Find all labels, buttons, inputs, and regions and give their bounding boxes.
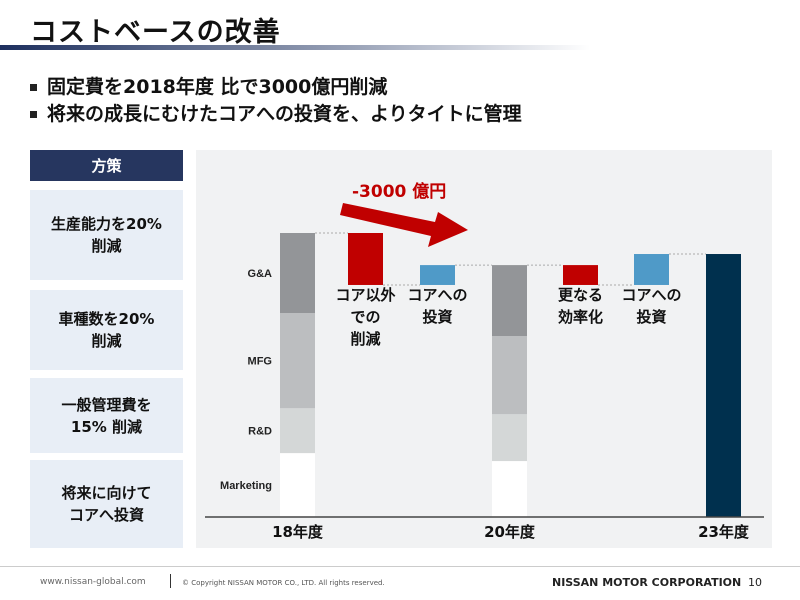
reduction-bar: [348, 233, 383, 285]
segment-label: MFG: [248, 356, 272, 368]
stack-segment-rd: [280, 408, 315, 454]
reduction-bar: [563, 265, 598, 285]
footer-copyright: © Copyright NISSAN MOTOR CO., LTD. All r…: [182, 579, 385, 587]
bullet-text: 固定費を2018年度 比で3000億円削減: [47, 76, 388, 98]
bullet-text: 将来の成長にむけたコアへの投資を、よりタイトに管理: [47, 103, 522, 125]
policy-text: 将来に向けて: [61, 484, 152, 502]
segment-label: R&D: [248, 426, 272, 438]
x-tick-label: 23年度: [698, 523, 750, 541]
policy-item: 将来に向けて コアへ投資: [30, 460, 183, 548]
policy-text: 15% 削減: [70, 417, 143, 436]
policy-item: 一般管理費を 15% 削減: [30, 378, 183, 453]
footer-divider: [0, 566, 800, 567]
stack-segment-mfg: [492, 336, 527, 415]
bar-label: 効率化: [558, 308, 603, 326]
stack-segment-marketing: [492, 461, 527, 517]
stack-segment-mfg: [280, 313, 315, 409]
bullet-square-icon: [30, 111, 37, 118]
bullet-item: 将来の成長にむけたコアへの投資を、よりタイトに管理: [30, 101, 522, 128]
bar-label: 投資: [636, 308, 666, 326]
segment-label: Marketing: [220, 480, 272, 492]
stack-segment-ga: [492, 265, 527, 337]
reduction-arrow-icon: [340, 203, 468, 247]
bar-label: コアへの: [621, 286, 681, 304]
footer-url[interactable]: www.nissan-global.com: [40, 577, 146, 587]
x-tick-label: 18年度: [272, 523, 324, 541]
policy-text: 生産能力を20%: [51, 215, 162, 233]
stack-segment-marketing: [280, 453, 315, 517]
investment-bar: [634, 254, 669, 285]
bar-label: での: [350, 308, 380, 326]
policy-text: 削減: [91, 332, 122, 350]
bullet-square-icon: [30, 84, 37, 91]
bullet-list: 固定費を2018年度 比で3000億円削減 将来の成長にむけたコアへの投資を、よ…: [30, 74, 522, 128]
investment-bar: [420, 265, 455, 285]
bar-label: コア以外: [335, 286, 395, 304]
bar-label: コアへの: [407, 286, 467, 304]
bar-label: 削減: [350, 330, 380, 348]
policy-header: 方策: [30, 150, 183, 181]
bar-label: 更なる: [558, 286, 603, 304]
stack-segment-rd: [492, 414, 527, 462]
policy-text: 削減: [91, 237, 122, 255]
policy-text: 車種数を20%: [58, 310, 155, 328]
stack-segment-ga: [280, 233, 315, 314]
segment-label: G&A: [248, 268, 273, 280]
bullet-item: 固定費を2018年度 比で3000億円削減: [30, 74, 522, 101]
policy-text: コアへ投資: [68, 506, 144, 524]
total-bar-23: [706, 254, 741, 518]
page-title: コストベースの改善: [30, 17, 281, 48]
footer-separator: [170, 574, 171, 588]
policy-item: 生産能力を20% 削減: [30, 190, 183, 280]
title-underline: [0, 45, 590, 50]
policy-text: 一般管理費を: [61, 395, 152, 414]
reduction-annotation: -3000 億円: [352, 181, 446, 202]
footer-company: NISSAN MOTOR CORPORATION: [552, 576, 742, 589]
page-number: 10: [748, 576, 762, 589]
x-tick-label: 20年度: [484, 523, 536, 541]
bar-label: 投資: [422, 308, 452, 326]
policy-item: 車種数を20% 削減: [30, 290, 183, 370]
